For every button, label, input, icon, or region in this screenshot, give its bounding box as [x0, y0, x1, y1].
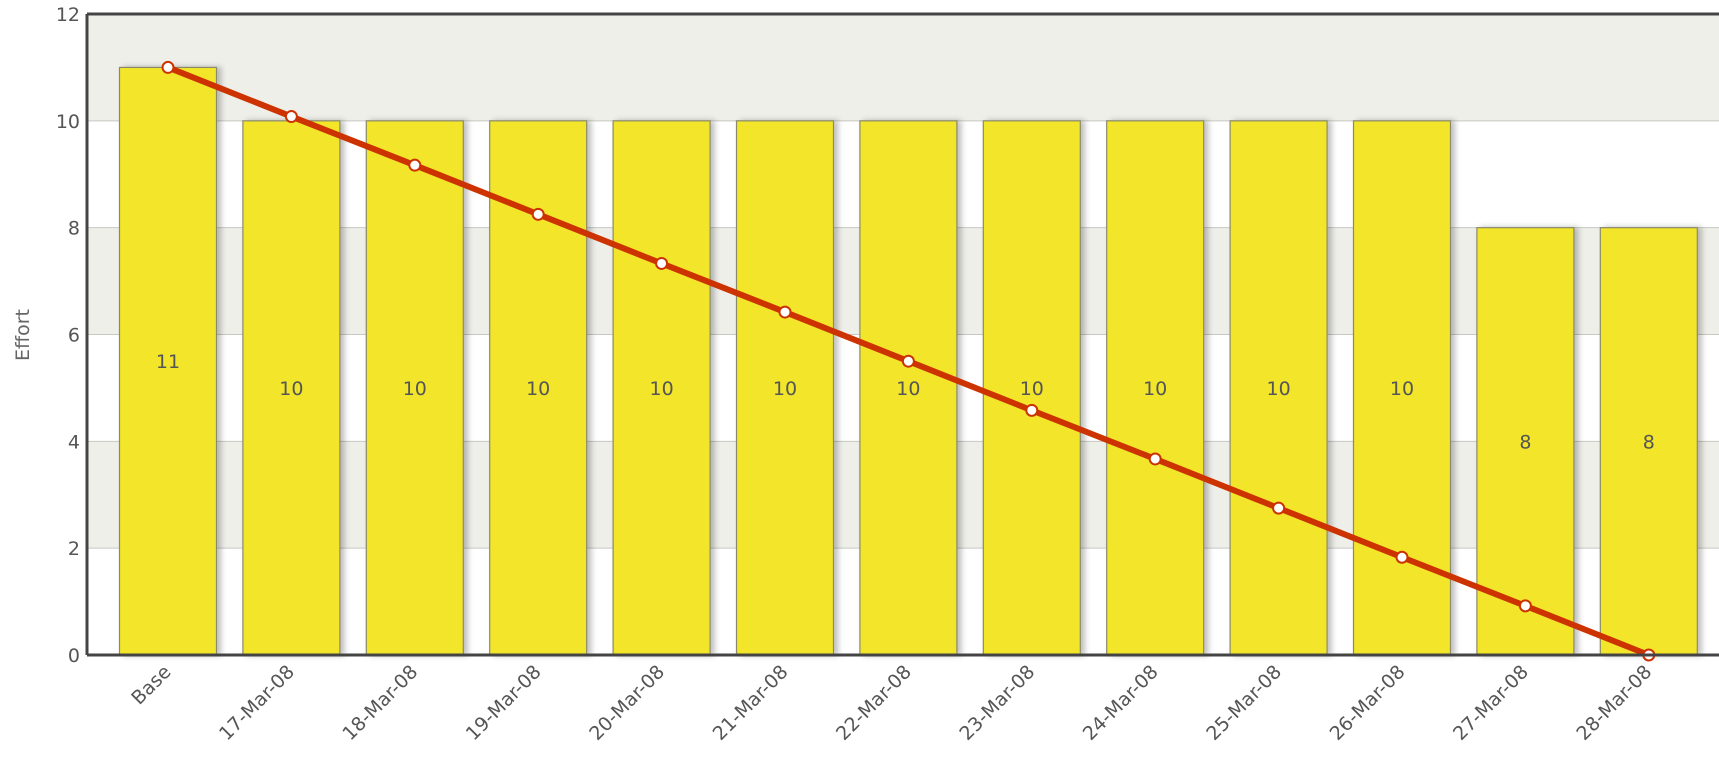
- x-tick-label: 28-Mar-08: [1572, 661, 1656, 745]
- y-tick-label: 0: [68, 645, 80, 667]
- bar: [1476, 227, 1575, 656]
- x-tick-label: 17-Mar-08: [215, 661, 299, 745]
- bar-data-label: 10: [1267, 378, 1291, 400]
- bar-data-label: 10: [526, 378, 550, 400]
- x-tick-label: 18-Mar-08: [338, 661, 422, 745]
- line-point: [1025, 403, 1039, 417]
- x-tick-label: 23-Mar-08: [955, 661, 1039, 745]
- bar: [1106, 120, 1205, 656]
- y-tick-label: 10: [56, 111, 80, 133]
- x-tick-label: Base: [127, 661, 175, 709]
- x-tick-label: 26-Mar-08: [1326, 661, 1410, 745]
- line-point: [655, 256, 669, 270]
- bar: [982, 120, 1081, 656]
- plot-band: [87, 14, 1719, 121]
- axes: [85, 12, 1719, 657]
- line-point: [531, 207, 545, 221]
- bar: [735, 120, 835, 656]
- bar-data-label: 11: [156, 351, 180, 373]
- y-tick-label: 8: [68, 218, 80, 240]
- line-point: [408, 158, 422, 172]
- line-point: [901, 354, 915, 368]
- bar: [242, 120, 341, 656]
- bar: [1352, 120, 1452, 656]
- line-point: [1272, 501, 1286, 515]
- line-point: [161, 60, 175, 74]
- line-point: [1518, 599, 1532, 613]
- line-point: [1148, 452, 1162, 466]
- bar-data-label: 10: [896, 378, 920, 400]
- bar-data-label: 10: [650, 378, 674, 400]
- x-tick-label: 24-Mar-08: [1079, 661, 1163, 745]
- bar: [1599, 227, 1698, 656]
- line-point: [284, 110, 298, 124]
- bar-data-label: 8: [1519, 431, 1531, 453]
- line-point: [1395, 550, 1409, 564]
- x-tick-labels: Base 17-Mar-08 18-Mar-08 19-Mar-08 20-Mar-08…: [127, 661, 1656, 745]
- bar-data-labels: 11 10 10 10 10 10 10 10 10 10 10 8 8: [156, 351, 1655, 453]
- x-tick-label: 27-Mar-08: [1449, 661, 1533, 745]
- bar-data-label: 10: [403, 378, 427, 400]
- x-tick-label: 19-Mar-08: [462, 661, 546, 745]
- x-tick-label: 22-Mar-08: [832, 661, 916, 745]
- bar: [612, 120, 711, 656]
- ideal-line-series: [161, 60, 1656, 662]
- x-tick-label: 20-Mar-08: [585, 661, 669, 745]
- line-point: [778, 305, 792, 319]
- bar-data-label: 10: [773, 378, 797, 400]
- y-tick-label: 12: [56, 4, 80, 26]
- x-tick-label: 25-Mar-08: [1202, 661, 1286, 745]
- bar-series: [118, 66, 1698, 656]
- y-tick-label: 2: [68, 538, 80, 560]
- x-tick-label: 21-Mar-08: [709, 661, 793, 745]
- y-tick-label: 4: [68, 431, 80, 453]
- bar-data-label: 8: [1643, 431, 1655, 453]
- bar-data-label: 10: [1020, 378, 1044, 400]
- y-tick-label: 6: [68, 325, 80, 347]
- bar-data-label: 10: [1143, 378, 1167, 400]
- bar: [859, 120, 958, 656]
- y-tick-labels: 0 2 4 6 8 10 12: [56, 4, 80, 667]
- bar: [1229, 120, 1328, 656]
- y-axis-title: Effort: [12, 309, 34, 361]
- bar-data-label: 10: [1390, 378, 1414, 400]
- bar-data-label: 10: [279, 378, 303, 400]
